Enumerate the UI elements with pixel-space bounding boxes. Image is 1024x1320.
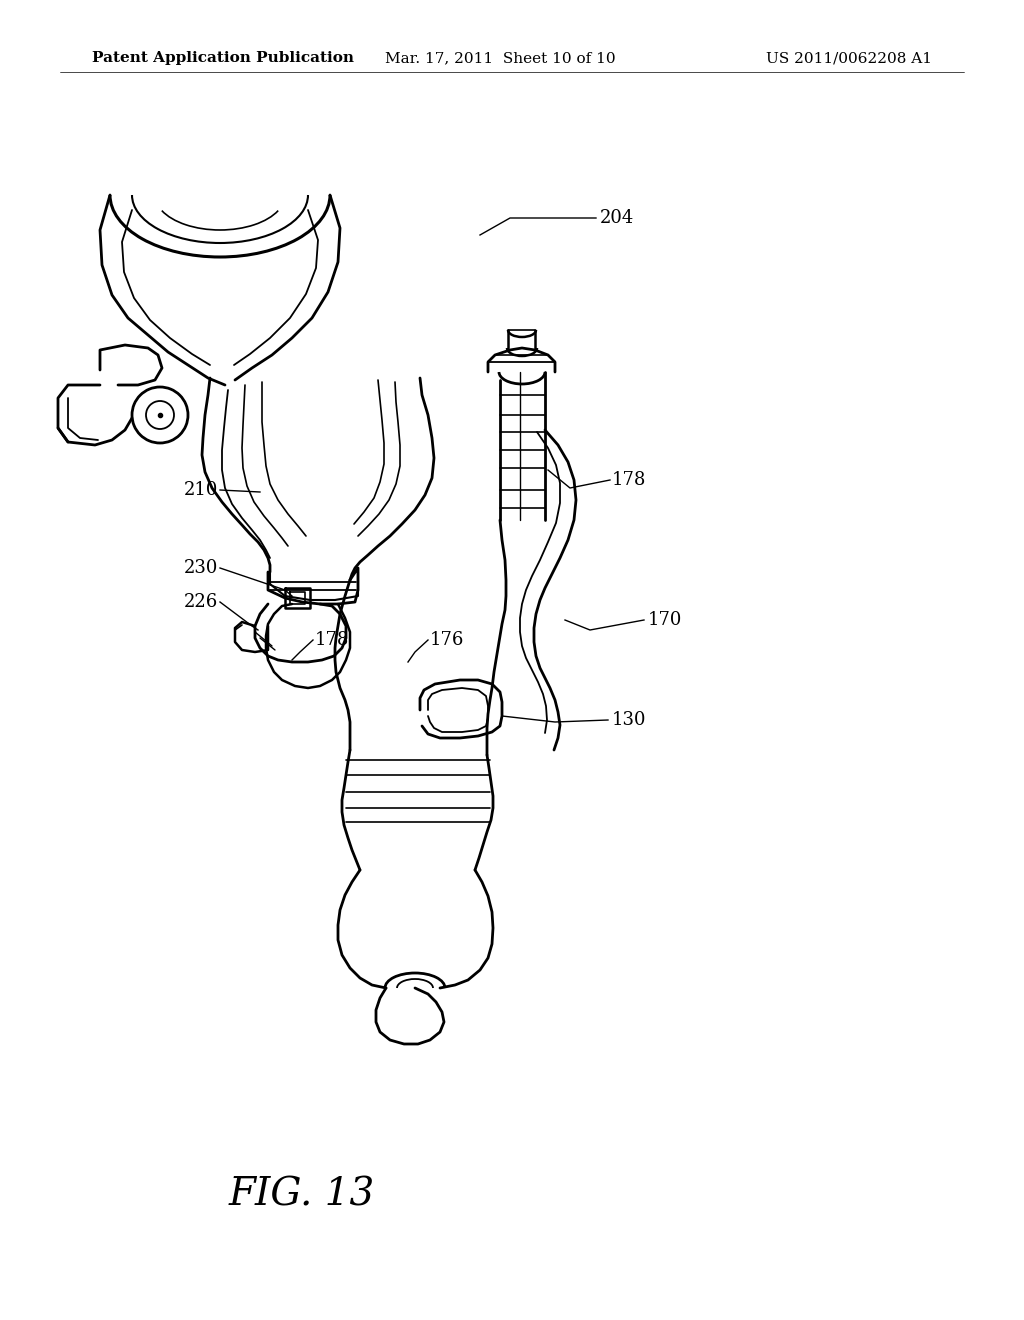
Text: 178: 178 (612, 471, 646, 488)
Text: US 2011/0062208 A1: US 2011/0062208 A1 (766, 51, 932, 65)
Text: 178: 178 (315, 631, 349, 649)
Text: 204: 204 (600, 209, 634, 227)
Text: Patent Application Publication: Patent Application Publication (92, 51, 354, 65)
Text: 176: 176 (430, 631, 464, 649)
Text: 130: 130 (612, 711, 646, 729)
Text: 170: 170 (648, 611, 682, 630)
Text: 226: 226 (183, 593, 218, 611)
Text: FIG. 13: FIG. 13 (229, 1176, 375, 1213)
Text: 230: 230 (183, 558, 218, 577)
Text: 210: 210 (183, 480, 218, 499)
Text: Mar. 17, 2011  Sheet 10 of 10: Mar. 17, 2011 Sheet 10 of 10 (385, 51, 615, 65)
